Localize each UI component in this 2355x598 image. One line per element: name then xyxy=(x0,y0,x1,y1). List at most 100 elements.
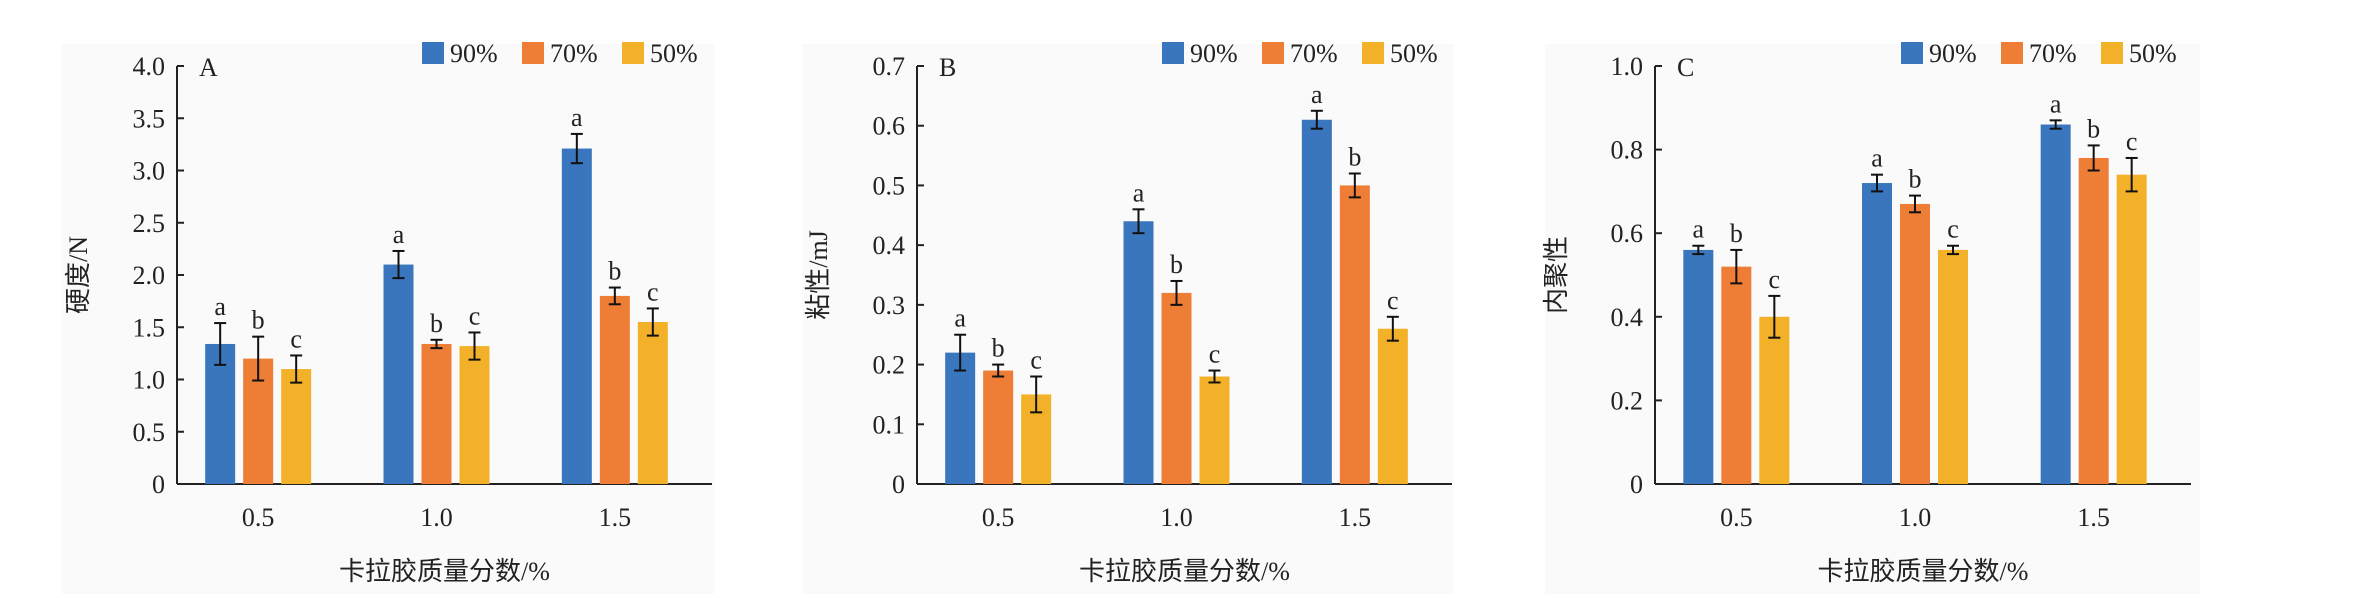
legend-label: 70% xyxy=(2029,39,2077,68)
y-tick-label: 0 xyxy=(152,470,165,499)
legend-label: 70% xyxy=(550,39,598,68)
panel-a: 0 0.5 1.0 1.5 2.0 2.5 3.0 3.5 4.0 A 硬度/N 卡拉胶质量分数/% 0… xyxy=(62,39,714,594)
bar-90pct xyxy=(205,343,236,484)
y-tick-label: 0.4 xyxy=(1611,303,1644,332)
bar-90pct xyxy=(2040,124,2071,485)
legend-swatch xyxy=(622,42,644,64)
x-tick-label: 1.5 xyxy=(1339,503,1372,532)
bar-90pct xyxy=(1301,119,1332,484)
bar-50pct xyxy=(459,346,490,484)
significance-letter: c xyxy=(1030,346,1042,375)
x-tick-label: 1.0 xyxy=(1160,503,1193,532)
y-tick-label: 1.0 xyxy=(1611,52,1644,81)
y-tick-label: 0.2 xyxy=(1611,386,1644,415)
legend-label: 90% xyxy=(450,39,498,68)
panel-label: C xyxy=(1677,53,1694,82)
y-tick-label: 0.2 xyxy=(873,351,906,380)
bar-90pct xyxy=(1683,249,1714,484)
y-axis-title: 硬度/N xyxy=(64,236,93,314)
bar-50pct xyxy=(637,322,668,484)
x-axis-title: 卡拉胶质量分数/% xyxy=(1818,557,2029,586)
legend-swatch xyxy=(1901,42,1923,64)
bar-90pct xyxy=(561,148,592,484)
significance-letter: c xyxy=(1209,340,1221,369)
y-tick-label: 0 xyxy=(892,470,905,499)
legend-swatch xyxy=(1362,42,1384,64)
y-tick-label: 2.0 xyxy=(133,261,166,290)
y-tick-label: 0.3 xyxy=(873,291,906,320)
bar-50pct xyxy=(1938,249,1968,484)
significance-letter: a xyxy=(1871,144,1883,173)
significance-letter: a xyxy=(954,304,966,333)
y-tick-label: 1.0 xyxy=(133,366,166,395)
bar-90pct xyxy=(383,264,414,484)
legend-label: 90% xyxy=(1929,39,1977,68)
bar-90pct xyxy=(945,352,976,484)
x-tick-label: 1.0 xyxy=(420,503,453,532)
panel-label: A xyxy=(199,53,218,82)
significance-letter: a xyxy=(1133,178,1145,207)
y-tick-label: 3.0 xyxy=(133,157,166,186)
bar-50pct xyxy=(2116,174,2147,484)
y-axis-title: 内聚性 xyxy=(1542,236,1571,314)
y-tick-label: 0 xyxy=(1630,470,1643,499)
y-tick-label: 2.5 xyxy=(133,209,166,238)
bar-50pct xyxy=(281,369,312,484)
legend-label: 90% xyxy=(1190,39,1238,68)
y-tick-label: 0.6 xyxy=(1611,219,1644,248)
bar-70pct xyxy=(983,370,1014,484)
x-tick-label: 0.5 xyxy=(1720,503,1753,532)
legend-swatch xyxy=(2101,42,2123,64)
x-tick-label: 0.5 xyxy=(242,503,275,532)
bar-50pct xyxy=(1377,328,1408,484)
panel-label: B xyxy=(939,53,956,82)
bar-70pct xyxy=(1900,203,1930,484)
legend-label: 50% xyxy=(650,39,698,68)
bar-50pct xyxy=(1199,376,1230,484)
bar-70pct xyxy=(1721,266,1752,484)
x-tick-label: 1.0 xyxy=(1899,503,1932,532)
significance-letter: c xyxy=(647,277,659,306)
significance-letter: a xyxy=(2050,89,2062,118)
significance-letter: b xyxy=(2087,114,2100,143)
bar-70pct xyxy=(599,295,630,484)
significance-letter: a xyxy=(1693,215,1705,244)
significance-letter: b xyxy=(608,257,621,286)
legend-swatch xyxy=(1262,42,1284,64)
significance-letter: a xyxy=(393,220,405,249)
legend-label: 50% xyxy=(1390,39,1438,68)
significance-letter: a xyxy=(214,292,226,321)
bar-70pct xyxy=(421,343,452,484)
significance-letter: b xyxy=(1348,142,1361,171)
significance-letter: c xyxy=(1769,265,1781,294)
significance-letter: c xyxy=(1947,215,1959,244)
legend-swatch xyxy=(422,42,444,64)
x-tick-label: 1.5 xyxy=(599,503,632,532)
legend-label: 50% xyxy=(2129,39,2177,68)
significance-letter: b xyxy=(252,306,265,335)
bar-70pct xyxy=(1339,185,1370,484)
legend-swatch xyxy=(1162,42,1184,64)
bar-70pct xyxy=(2078,157,2109,484)
x-tick-label: 0.5 xyxy=(982,503,1015,532)
significance-letter: b xyxy=(1909,165,1922,194)
significance-letter: b xyxy=(1170,250,1183,279)
legend-swatch xyxy=(2001,42,2023,64)
x-axis-title: 卡拉胶质量分数/% xyxy=(339,557,550,586)
bar-50pct xyxy=(1759,316,1790,484)
bar-90pct xyxy=(1862,183,1892,485)
y-tick-label: 0.5 xyxy=(133,418,166,447)
bar-90pct xyxy=(1123,221,1154,484)
significance-letter: b xyxy=(992,334,1005,363)
y-tick-label: 0.1 xyxy=(873,410,906,439)
panel-b: 0 0.1 0.2 0.3 0.4 0.5 0.6 0.7 B 粘性/mJ 卡拉胶质量分数/% 0.5… xyxy=(802,39,1454,594)
significance-letter: b xyxy=(430,309,443,338)
y-tick-label: 1.5 xyxy=(133,313,166,342)
y-tick-label: 4.0 xyxy=(133,52,166,81)
bar-70pct xyxy=(1161,292,1192,484)
significance-letter: b xyxy=(1730,219,1743,248)
significance-letter: c xyxy=(290,324,302,353)
significance-letter: c xyxy=(1387,286,1399,315)
